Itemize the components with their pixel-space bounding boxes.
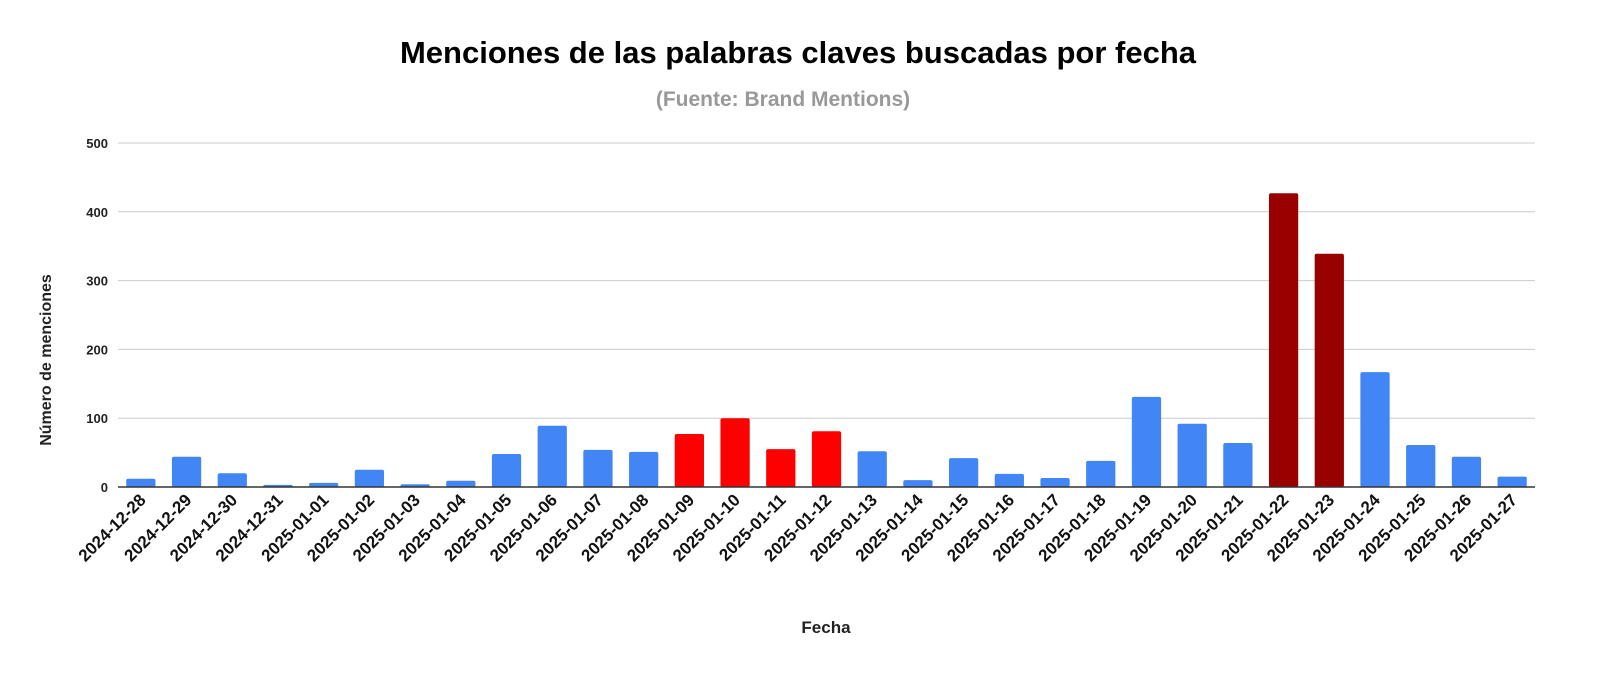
bar bbox=[446, 480, 476, 487]
bar bbox=[1268, 193, 1299, 487]
y-axis-label: Número de menciones bbox=[38, 274, 55, 446]
bar bbox=[1131, 396, 1162, 487]
bar bbox=[126, 478, 156, 487]
y-tick-label: 0 bbox=[101, 480, 108, 495]
bar bbox=[1040, 478, 1070, 487]
bar bbox=[857, 451, 887, 487]
bar bbox=[720, 418, 750, 487]
bar bbox=[949, 458, 979, 487]
bar bbox=[171, 456, 202, 487]
bar bbox=[994, 473, 1024, 487]
bar bbox=[217, 473, 247, 487]
bar bbox=[354, 469, 385, 487]
y-tick-label: 100 bbox=[86, 411, 108, 426]
bar bbox=[766, 449, 796, 487]
bar bbox=[811, 431, 842, 487]
bar bbox=[1177, 423, 1207, 487]
bar bbox=[491, 453, 522, 487]
bar bbox=[537, 425, 567, 487]
bar bbox=[1497, 476, 1527, 487]
y-tick-label: 500 bbox=[86, 136, 108, 151]
chart-title: Menciones de las palabras claves buscada… bbox=[400, 35, 1197, 70]
bar bbox=[674, 434, 704, 487]
y-tick-label: 400 bbox=[86, 205, 108, 220]
bar bbox=[629, 451, 659, 487]
bar bbox=[309, 482, 339, 487]
bar bbox=[903, 480, 933, 487]
bar bbox=[1314, 253, 1344, 487]
bar bbox=[1086, 460, 1116, 487]
bar bbox=[583, 449, 613, 487]
bar bbox=[1406, 445, 1436, 487]
bar bbox=[1360, 372, 1390, 487]
x-axis-label: Fecha bbox=[801, 618, 851, 637]
chart-subtitle: (Fuente: Brand Mentions) bbox=[656, 88, 910, 111]
y-tick-label: 200 bbox=[86, 342, 108, 357]
bar bbox=[1451, 456, 1482, 487]
y-tick-label: 300 bbox=[86, 274, 108, 289]
bar bbox=[1223, 442, 1253, 487]
